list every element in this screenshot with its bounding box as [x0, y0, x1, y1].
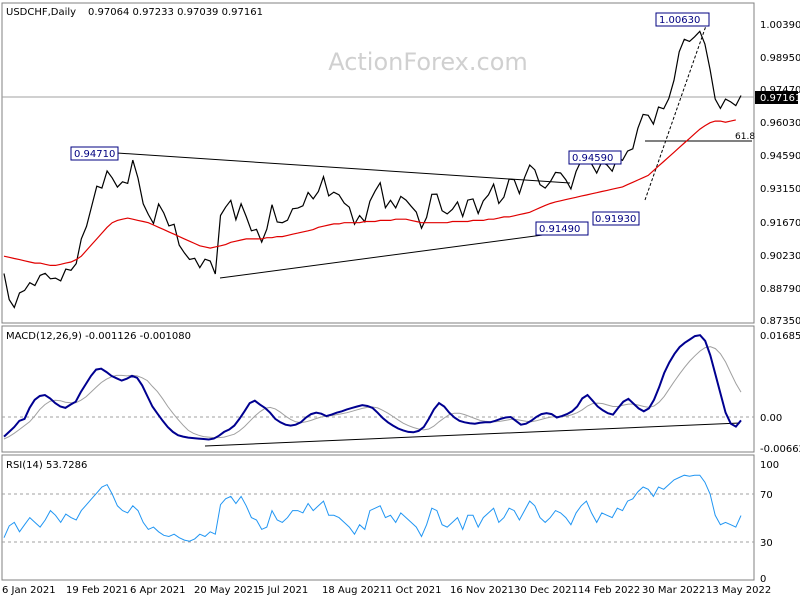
level-label-box [655, 12, 710, 27]
price-tick-label: 0.94590 [760, 151, 800, 162]
watermark: ActionForex.com [328, 48, 528, 76]
rsi-tick-label: 30 [760, 538, 773, 549]
price-tick-label: 0.91670 [760, 218, 800, 229]
price-tick-label: 0.97470 [760, 85, 800, 96]
date-tick-label: 18 Aug 2021 [322, 585, 386, 596]
level-label-box [592, 211, 640, 226]
date-tick-label: 6 Jan 2021 [2, 585, 56, 596]
level-label: 1.00630 [659, 15, 700, 26]
price-tick-label: 0.98950 [760, 53, 800, 64]
price-tick-label: 0.93150 [760, 184, 800, 195]
triangle-lower-trendline [219, 229, 581, 279]
macd-line [3, 334, 742, 441]
price-panel-frame [1, 2, 755, 324]
triangle-upper-trendline [116, 152, 571, 184]
level-label: 0.91490 [539, 224, 580, 235]
level-label-box [535, 221, 589, 236]
date-tick-label: 14 Feb 2022 [578, 585, 640, 596]
date-tick-label: 30 Mar 2022 [642, 585, 705, 596]
rsi-y-axis: 100 70 30 0 [760, 460, 779, 585]
macd-y-axis: 0.016856 0.00 -0.006629 [760, 331, 800, 455]
fib-dashed-line [644, 19, 709, 201]
price-drawings: 61.8 [116, 19, 755, 279]
level-label: 0.91930 [595, 214, 636, 225]
level-label-box [70, 146, 119, 161]
macd-tick-label: 0.016856 [760, 331, 800, 342]
current-price-box [755, 91, 798, 104]
date-tick-label: 30 Dec 2021 [514, 585, 578, 596]
current-price-label: 0.97161 [760, 93, 800, 104]
macd-tick-label: 0.00 [760, 413, 782, 424]
macd-label: MACD(12,26,9) -0.001126 -0.001080 [6, 331, 191, 342]
macd-trendline [204, 422, 741, 447]
level-label-box [568, 150, 622, 165]
level-label: 0.94710 [74, 149, 115, 160]
price-tick-label: 1.00390 [760, 20, 800, 31]
rsi-line [3, 474, 742, 542]
date-tick-label: 1 Oct 2021 [386, 585, 441, 596]
price-tick-label: 0.90230 [760, 251, 800, 262]
rsi-tick-label: 70 [760, 490, 773, 501]
macd-tick-label: -0.006629 [760, 444, 800, 455]
rsi-tick-label: 100 [760, 460, 779, 471]
date-tick-label: 6 Apr 2021 [130, 585, 185, 596]
date-tick-label: 19 Feb 2021 [66, 585, 128, 596]
date-tick-label: 13 May 2022 [706, 585, 771, 596]
rsi-tick-label: 0 [760, 574, 766, 585]
rsi-panel-frame [1, 454, 755, 581]
price-tick-label: 0.87350 [760, 316, 800, 327]
date-tick-label: 20 May 2021 [194, 585, 259, 596]
price-tick-label: 0.88790 [760, 284, 800, 295]
date-tick-label: 16 Nov 2021 [450, 585, 514, 596]
price-y-axis: 1.00390 0.98950 0.97470 0.96030 0.94590 … [760, 20, 800, 327]
moving-average-line [3, 119, 736, 266]
level-label: 0.94590 [572, 153, 613, 164]
fib-label: 61.8 [735, 132, 755, 142]
date-axis: 6 Jan 2021 19 Feb 2021 6 Apr 2021 20 May… [2, 585, 771, 596]
level-labels: 0.94710 1.00630 0.94590 0.91930 0.91490 [70, 12, 710, 236]
chart-symbol-label: USDCHF,Daily [6, 7, 76, 18]
rsi-label: RSI(14) 53.7286 [6, 460, 87, 471]
date-tick-label: 5 Jul 2021 [258, 585, 308, 596]
macd-panel-frame [1, 325, 755, 453]
price-tick-label: 0.96030 [760, 118, 800, 129]
chart-ohlc-label: 0.97064 0.97233 0.97039 0.97161 [88, 7, 263, 18]
